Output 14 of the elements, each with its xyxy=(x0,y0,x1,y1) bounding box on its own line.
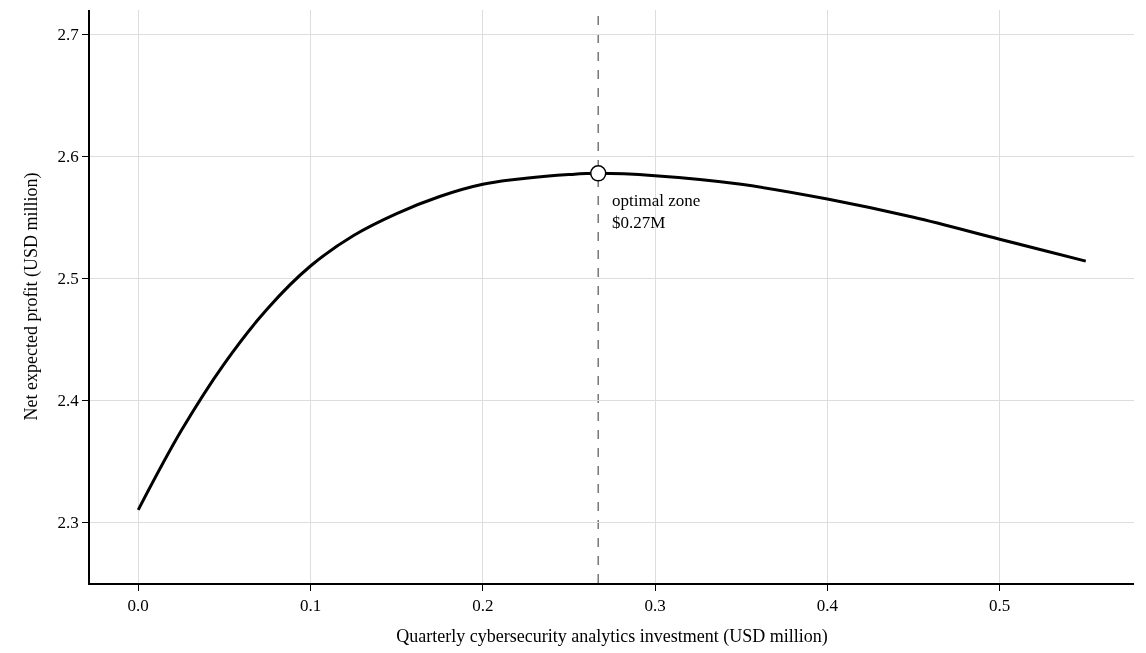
x-tick-label: 0.3 xyxy=(644,596,666,616)
annotation: optimal zone $0.27M xyxy=(612,191,701,233)
x-tick-label: 0.0 xyxy=(127,596,149,616)
y-tick-label: 2.4 xyxy=(57,391,80,411)
y-tick-label: 2.6 xyxy=(57,147,79,167)
y-tick-label: 2.7 xyxy=(57,25,80,45)
x-tick-label: 0.4 xyxy=(816,596,839,616)
x-tick-label: 0.2 xyxy=(472,596,494,616)
x-axis-title: Quarterly cybersecurity analytics investment (USD million) xyxy=(396,625,828,647)
y-tick-label: 2.5 xyxy=(57,269,79,289)
y-tick-label: 2.3 xyxy=(57,512,79,532)
x-tick-label: 0.5 xyxy=(988,596,1011,616)
y-axis-title: Net expected profit (USD million) xyxy=(21,172,43,421)
x-tick-label: 0.1 xyxy=(299,596,322,616)
